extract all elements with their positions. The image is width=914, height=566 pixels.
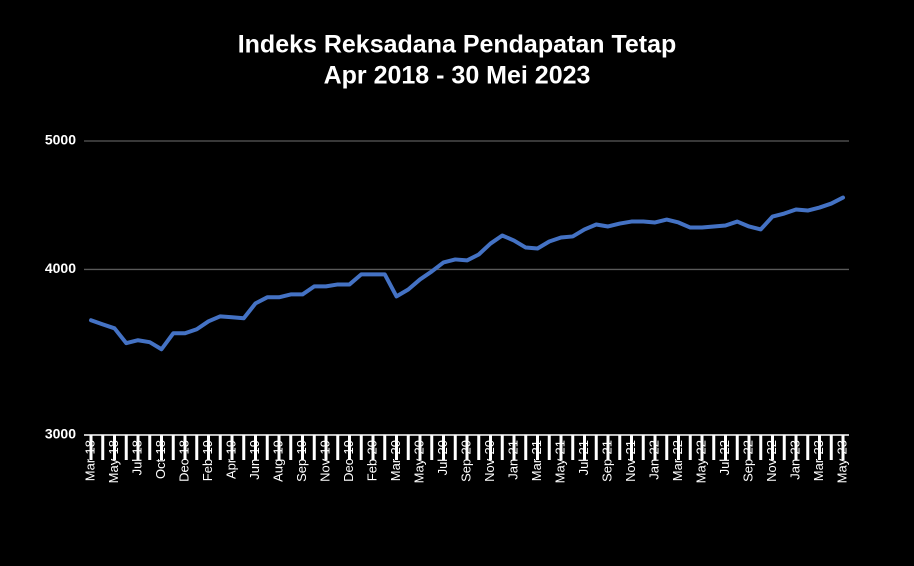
x-tick-label: Feb-20 bbox=[364, 440, 379, 481]
x-tick-label: Mar-21 bbox=[529, 440, 544, 481]
chart-title: Indeks Reksadana Pendapatan Tetap bbox=[238, 31, 677, 59]
x-tick-label: Sep-20 bbox=[458, 440, 473, 482]
x-tick-label: May-21 bbox=[552, 440, 567, 483]
x-tick-label: Mar-22 bbox=[670, 440, 685, 481]
x-tick-label: Jul-18 bbox=[129, 440, 144, 475]
x-tick-label: Nov-21 bbox=[623, 440, 638, 482]
x-tick-label: May-22 bbox=[693, 440, 708, 483]
y-tick-label: 4000 bbox=[45, 260, 76, 276]
x-tick-label: Sep-22 bbox=[740, 440, 755, 482]
x-tick-label: Oct-18 bbox=[153, 440, 168, 479]
y-tick-label: 3000 bbox=[45, 426, 76, 442]
x-tick-label: Jul-21 bbox=[576, 440, 591, 475]
x-tick-label: Jun-19 bbox=[247, 440, 262, 480]
x-tick-label: Mar-23 bbox=[811, 440, 826, 481]
x-tick-label: Jan-23 bbox=[787, 440, 802, 480]
x-tick-label: Jul-20 bbox=[435, 440, 450, 475]
x-tick-label: Mar-20 bbox=[388, 440, 403, 481]
x-tick-label: Feb-19 bbox=[200, 440, 215, 481]
chart-subtitle: Apr 2018 - 30 Mei 2023 bbox=[324, 62, 591, 90]
line-series bbox=[89, 195, 845, 352]
x-tick-label: May-20 bbox=[411, 440, 426, 483]
x-tick-label: May-23 bbox=[834, 440, 849, 483]
x-tick-label: Mar-18 bbox=[82, 440, 97, 481]
x-tick-label: Sep-19 bbox=[294, 440, 309, 482]
x-tick-label: Aug-19 bbox=[270, 440, 285, 482]
x-tick-label: Jan-21 bbox=[505, 440, 520, 480]
x-tick-label: Dec-19 bbox=[341, 440, 356, 482]
x-tick-label: Nov-20 bbox=[482, 440, 497, 482]
y-tick-label: 5000 bbox=[45, 132, 76, 148]
x-tick-label: May-18 bbox=[106, 440, 121, 483]
x-tick-label: Jul-22 bbox=[717, 440, 732, 475]
x-tick-label: Apr-19 bbox=[223, 440, 238, 479]
x-tick-label: Jan-22 bbox=[646, 440, 661, 480]
x-tick-label: Sep-21 bbox=[599, 440, 614, 482]
x-tick-label: Nov-19 bbox=[317, 440, 332, 482]
x-tick-label: Nov-22 bbox=[764, 440, 779, 482]
x-tick-label: Dec-18 bbox=[176, 440, 191, 482]
